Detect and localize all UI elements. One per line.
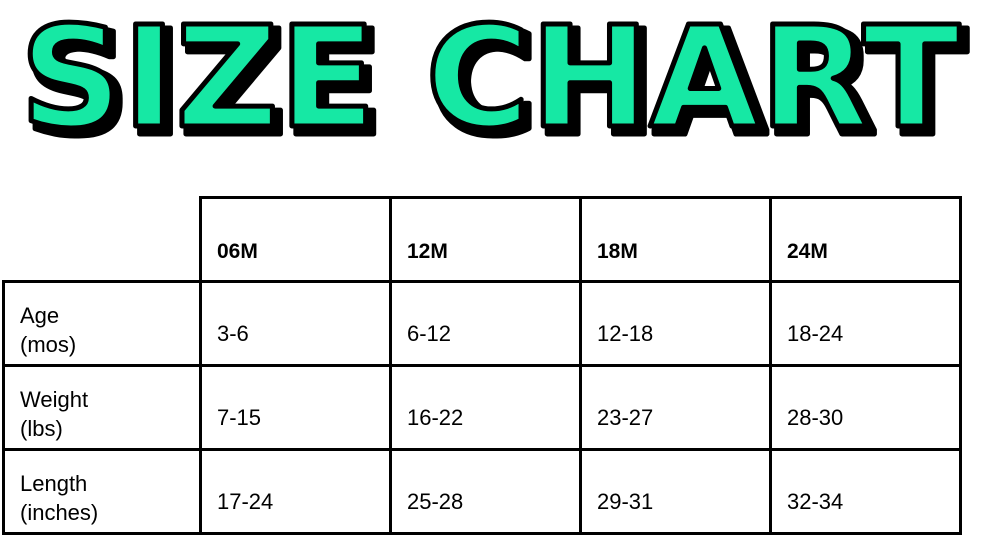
row-label-line2: (inches) — [20, 500, 99, 525]
table-cell: 12-18 — [579, 280, 772, 367]
table-row: Length (inches) 17-24 25-28 29-31 32-34 — [2, 448, 962, 535]
column-header: 12M — [389, 196, 582, 283]
row-label-line1: Weight — [20, 387, 89, 412]
table-row: Weight (lbs) 7-15 16-22 23-27 28-30 — [2, 364, 962, 451]
column-header: 18M — [579, 196, 772, 283]
row-label-line1: Age — [20, 303, 60, 328]
row-label: Age (mos) — [2, 280, 202, 367]
table-cell: 3-6 — [199, 280, 392, 367]
table-cell: 29-31 — [579, 448, 772, 535]
table-cell: 23-27 — [579, 364, 772, 451]
row-label-line1: Length — [20, 471, 88, 496]
title-text: SIZE CHART — [20, 0, 960, 150]
column-header: 06M — [199, 196, 392, 283]
row-label: Weight (lbs) — [2, 364, 202, 451]
header-row: 06M 12M 18M 24M — [3, 196, 962, 283]
table-cell: 18-24 — [769, 280, 962, 367]
table-cell: 28-30 — [769, 364, 962, 451]
row-label-line2: (lbs) — [20, 416, 63, 441]
row-label-line2: (mos) — [20, 332, 77, 357]
column-header: 24M — [769, 196, 962, 283]
table-cell: 16-22 — [389, 364, 582, 451]
row-label: Length (inches) — [2, 448, 202, 535]
table-cell: 7-15 — [199, 364, 392, 451]
table-cell: 32-34 — [769, 448, 962, 535]
size-table: 06M 12M 18M 24M Age (mos) 3-6 6-12 12-18 … — [2, 196, 962, 535]
table-cell: 17-24 — [199, 448, 392, 535]
table-row: Age (mos) 3-6 6-12 12-18 18-24 — [2, 280, 962, 367]
table-cell: 6-12 — [389, 280, 582, 367]
table-cell: 25-28 — [389, 448, 582, 535]
size-chart-title: SIZE CHART — [18, 0, 963, 150]
corner-cell — [3, 197, 202, 283]
